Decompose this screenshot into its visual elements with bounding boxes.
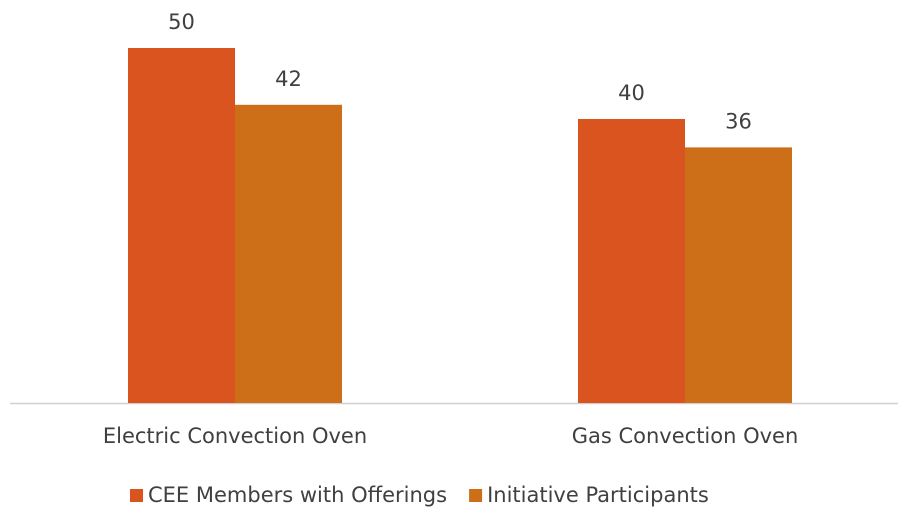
bar (128, 48, 235, 403)
legend-label: Initiative Participants (487, 483, 709, 507)
data-label: 50 (168, 10, 195, 34)
legend-swatch (130, 489, 143, 502)
legend-label: CEE Members with Offerings (148, 483, 447, 507)
legend-swatch (469, 489, 483, 502)
data-label: 40 (618, 81, 645, 105)
data-label: 42 (275, 67, 302, 91)
bar (685, 147, 792, 403)
bar (578, 119, 685, 403)
data-label: 36 (725, 109, 752, 133)
x-tick-label: Electric Convection Oven (103, 424, 367, 448)
bar (235, 104, 342, 404)
x-tick-label: Gas Convection Oven (572, 424, 799, 448)
